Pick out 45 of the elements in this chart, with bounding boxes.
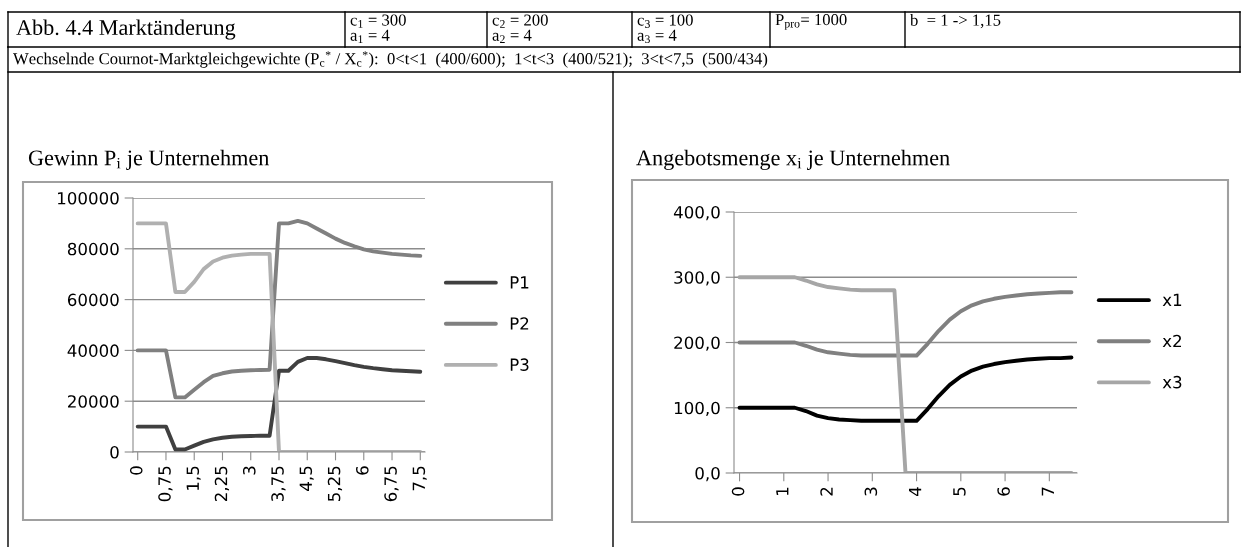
x-tick-label: 0 bbox=[731, 487, 745, 496]
x-tick-label: 1,5 bbox=[186, 466, 201, 490]
legend-label: P2 bbox=[510, 317, 529, 330]
x-tick-label: 3,75 bbox=[271, 466, 286, 502]
text: c$_{1}$ = 300 a$_{1}$ = 4 bbox=[350, 14, 406, 43]
y-tick-label: 100,0 bbox=[674, 401, 720, 417]
legend-label: P1 bbox=[510, 276, 529, 289]
x-tick-label: 2 bbox=[820, 487, 833, 496]
x-tick-label: 1 bbox=[776, 487, 789, 495]
y-tick-label: 20000 bbox=[68, 395, 119, 408]
text: Abb. 4.4 Marktänderung bbox=[16, 19, 236, 40]
x-tick-label: 6 bbox=[356, 466, 369, 475]
x-tick-label: 0 bbox=[129, 466, 143, 475]
x-tick-label: 5,25 bbox=[327, 466, 343, 502]
legend-label: P3 bbox=[510, 358, 529, 371]
legend-label: x2 bbox=[1162, 334, 1181, 348]
x-tick-label: 4,5 bbox=[299, 466, 314, 491]
x-tick-label: 5 bbox=[953, 487, 966, 496]
chart-title: Angebotsmenge x$_{i}$ je Unternehmen bbox=[636, 149, 950, 170]
text: P$_{pro}$= 1000 bbox=[775, 14, 847, 30]
y-tick-label: 200,0 bbox=[674, 336, 720, 351]
y-tick-label: 0 bbox=[110, 445, 119, 459]
text: b = 1 -> 1,15 bbox=[910, 14, 1001, 29]
y-tick-label: 0,0 bbox=[695, 466, 720, 482]
x-tick-label: 2,25 bbox=[214, 466, 230, 502]
x-tick-label: 6 bbox=[997, 487, 1010, 496]
y-tick-label: 400,0 bbox=[673, 205, 720, 221]
y-tick-label: 100000 bbox=[58, 191, 119, 205]
x-tick-label: 7 bbox=[1041, 487, 1054, 496]
x-tick-label: 4 bbox=[909, 487, 922, 496]
x-tick-label: 6,75 bbox=[384, 466, 399, 502]
x-tick-label: 7,5 bbox=[412, 466, 427, 491]
y-tick-label: 40000 bbox=[67, 344, 119, 357]
chart-title: Gewinn P$_{i}$ je Unternehmen bbox=[28, 149, 270, 170]
y-tick-label: 300,0 bbox=[674, 271, 720, 286]
x-tick-label: 0,75 bbox=[158, 466, 173, 502]
text: c$_{3}$ = 100 a$_{3}$ = 4 bbox=[637, 14, 693, 44]
x-tick-label: 3 bbox=[864, 487, 878, 496]
x-tick-label: 3 bbox=[242, 466, 256, 475]
text: c$_{2}$ = 200 a$_{2}$ = 4 bbox=[492, 14, 548, 43]
y-tick-label: 60000 bbox=[67, 293, 119, 307]
legend-label: x1 bbox=[1162, 293, 1182, 306]
text: Wechselnde Cournot-Marktgleichgewichte (P$_{c}$$^{*}$ / X$_{c}$$^{*}$): 0<t<1 (400/600); 1<t<3 (400/521); 3<t<7,5 (500/434) bbox=[13, 51, 768, 68]
legend-label: x3 bbox=[1162, 375, 1182, 389]
y-tick-label: 80000 bbox=[67, 242, 119, 256]
